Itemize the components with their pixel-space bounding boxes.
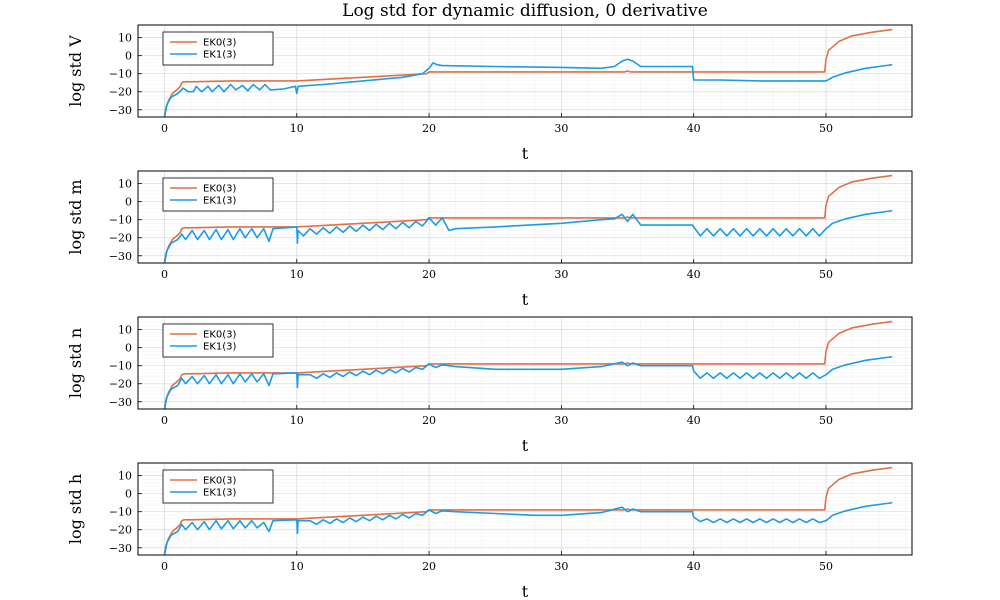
legend-box (162, 31, 274, 66)
y-tick-label: −20 (109, 86, 132, 99)
panel-1: 0 10 20 30 40 50 10 0 −10 −20 −30 EK0(3)EK1(3) log s… (66, 170, 913, 309)
series-line-ek1-3 (163, 355, 893, 409)
legend-label: EK0(3) (203, 38, 237, 49)
x-tick-label: 40 (687, 560, 701, 573)
legend-label: EK1(3) (203, 196, 237, 207)
x-tick-label: 10 (290, 560, 304, 573)
x-tick-label: 10 (290, 414, 304, 427)
series-line-ek0-3 (163, 320, 893, 409)
y-tick-label: 10 (118, 178, 132, 191)
x-tick-label: 50 (819, 414, 833, 427)
y-tick-label: −30 (109, 104, 132, 117)
x-tick-label: 40 (687, 122, 701, 135)
y-tick-label: −10 (109, 360, 132, 373)
x-axis-label: t (522, 436, 529, 455)
x-tick-label: 0 (161, 122, 168, 135)
legend-label: EK1(3) (203, 342, 237, 353)
y-tick-label: −10 (109, 214, 132, 227)
panel-0: 0 10 20 30 40 50 10 0 −10 −20 −30 EK0(3)EK1(3) log s… (66, 24, 913, 163)
plot-frame (137, 316, 913, 410)
x-tick-label: 10 (290, 268, 304, 281)
y-tick-label: 0 (125, 488, 132, 501)
y-tick-label: −30 (109, 250, 132, 263)
x-tick-label: 50 (819, 560, 833, 573)
legend-label: EK0(3) (203, 476, 237, 487)
x-tick-label: 0 (161, 560, 168, 573)
y-tick-label: 0 (125, 342, 132, 355)
legend-box (162, 469, 274, 504)
series-line-ek1-3 (163, 501, 893, 555)
x-tick-label: 40 (687, 414, 701, 427)
legend-label: EK0(3) (203, 330, 237, 341)
y-tick-label: −20 (109, 378, 132, 391)
x-tick-label: 30 (554, 268, 568, 281)
y-tick-label: −10 (109, 68, 132, 81)
x-axis-label: t (522, 144, 529, 163)
x-tick-label: 50 (819, 122, 833, 135)
legend-box (162, 323, 274, 358)
legend-label: EK0(3) (203, 184, 237, 195)
legend-box (162, 177, 274, 212)
figure-title: Log std for dynamic diffusion, 0 derivat… (342, 1, 708, 21)
y-tick-label: −20 (109, 232, 132, 245)
x-axis-label: t (522, 290, 529, 309)
series-line-ek1-3 (163, 58, 893, 117)
series-line-ek0-3 (163, 28, 893, 117)
legend-label: EK1(3) (203, 488, 237, 499)
panel-2: 0 10 20 30 40 50 10 0 −10 −20 −30 EK0(3)EK1(3) log s… (66, 316, 913, 455)
x-tick-label: 20 (422, 268, 436, 281)
y-tick-label: 10 (118, 324, 132, 337)
x-tick-label: 20 (422, 122, 436, 135)
series-line-ek1-3 (163, 209, 893, 263)
y-axis-label: log std V (66, 35, 85, 107)
plot-frame (137, 462, 913, 556)
x-tick-label: 0 (161, 414, 168, 427)
x-tick-label: 20 (422, 560, 436, 573)
plot-frame (137, 24, 913, 118)
x-axis-label: t (522, 582, 529, 600)
x-tick-label: 50 (819, 268, 833, 281)
y-tick-label: 10 (118, 32, 132, 45)
y-tick-label: 0 (125, 50, 132, 63)
y-tick-label: −30 (109, 542, 132, 555)
y-tick-label: 10 (118, 470, 132, 483)
x-tick-label: 30 (554, 560, 568, 573)
y-axis-label: log std m (66, 179, 85, 254)
x-tick-label: 40 (687, 268, 701, 281)
y-tick-label: −30 (109, 396, 132, 409)
y-tick-label: −10 (109, 506, 132, 519)
series-line-ek0-3 (163, 174, 893, 263)
y-tick-label: 0 (125, 196, 132, 209)
x-tick-label: 30 (554, 122, 568, 135)
panel-3: 0 10 20 30 40 50 10 0 −10 −20 −30 EK0(3)EK1(3) log s… (66, 462, 913, 600)
x-tick-label: 0 (161, 268, 168, 281)
series-line-ek0-3 (163, 466, 893, 555)
y-axis-label: log std n (66, 328, 85, 398)
x-tick-label: 30 (554, 414, 568, 427)
legend-label: EK1(3) (203, 50, 237, 61)
x-tick-label: 20 (422, 414, 436, 427)
y-tick-label: −20 (109, 524, 132, 537)
x-tick-label: 10 (290, 122, 304, 135)
plot-frame (137, 170, 913, 264)
y-axis-label: log std h (66, 474, 85, 544)
